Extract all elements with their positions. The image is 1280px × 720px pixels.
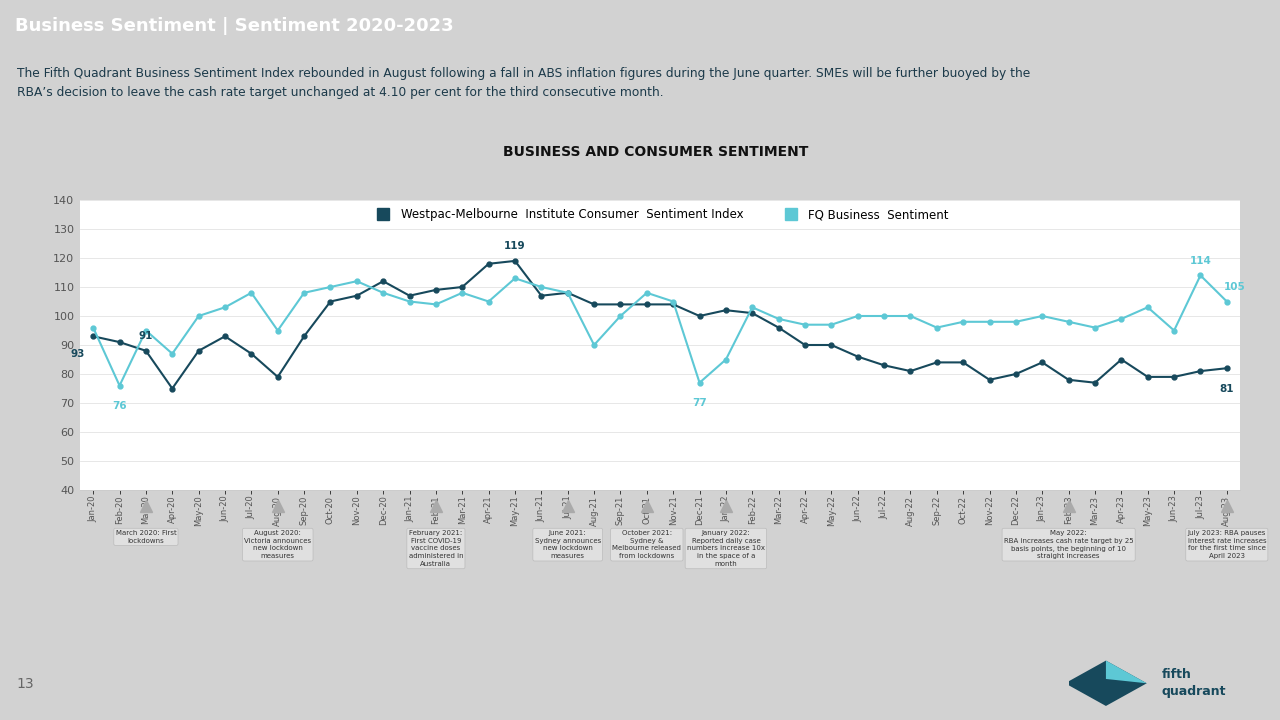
Text: quadrant: quadrant xyxy=(1162,685,1226,698)
Text: 81: 81 xyxy=(1220,384,1234,394)
Text: 119: 119 xyxy=(504,241,526,251)
Polygon shape xyxy=(1106,661,1147,683)
Polygon shape xyxy=(1065,661,1147,706)
Text: 13: 13 xyxy=(17,678,35,691)
Text: January 2022:
Reported daily case
numbers increase 10x
in the space of a
month: January 2022: Reported daily case number… xyxy=(687,530,765,567)
Text: February 2021:
First COVID-19
vaccine doses
administered in
Australia: February 2021: First COVID-19 vaccine do… xyxy=(408,530,463,567)
Text: 91: 91 xyxy=(138,331,154,341)
Text: Business Sentiment | Sentiment 2020-2023: Business Sentiment | Sentiment 2020-2023 xyxy=(15,17,454,35)
Text: March 2020: First
lockdowns: March 2020: First lockdowns xyxy=(115,530,177,544)
Text: July 2023: RBA pauses
interest rate increases
for the first time since
April 202: July 2023: RBA pauses interest rate incr… xyxy=(1188,530,1266,559)
Text: 77: 77 xyxy=(692,398,707,408)
Text: 93: 93 xyxy=(70,348,86,359)
Text: June 2021:
Sydney announces
new lockdown
measures: June 2021: Sydney announces new lockdown… xyxy=(535,530,600,559)
Legend: Westpac-Melbourne  Institute Consumer  Sentiment Index, FQ Business  Sentiment: Westpac-Melbourne Institute Consumer Sen… xyxy=(369,206,951,224)
Text: BUSINESS AND CONSUMER SENTIMENT: BUSINESS AND CONSUMER SENTIMENT xyxy=(503,145,808,159)
Text: August 2020:
Victoria announces
new lockdown
measures: August 2020: Victoria announces new lock… xyxy=(244,530,311,559)
Text: October 2021:
Sydney &
Melbourne released
from lockdowns: October 2021: Sydney & Melbourne release… xyxy=(612,530,681,559)
Text: 114: 114 xyxy=(1189,256,1211,266)
Text: fifth: fifth xyxy=(1162,667,1192,680)
Text: The Fifth Quadrant Business Sentiment Index rebounded in August following a fall: The Fifth Quadrant Business Sentiment In… xyxy=(17,67,1030,99)
Text: 76: 76 xyxy=(113,401,127,411)
Text: May 2022:
RBA increases cash rate target by 25
basis points, the beginning of 10: May 2022: RBA increases cash rate target… xyxy=(1004,530,1134,559)
Text: 105: 105 xyxy=(1224,282,1245,292)
